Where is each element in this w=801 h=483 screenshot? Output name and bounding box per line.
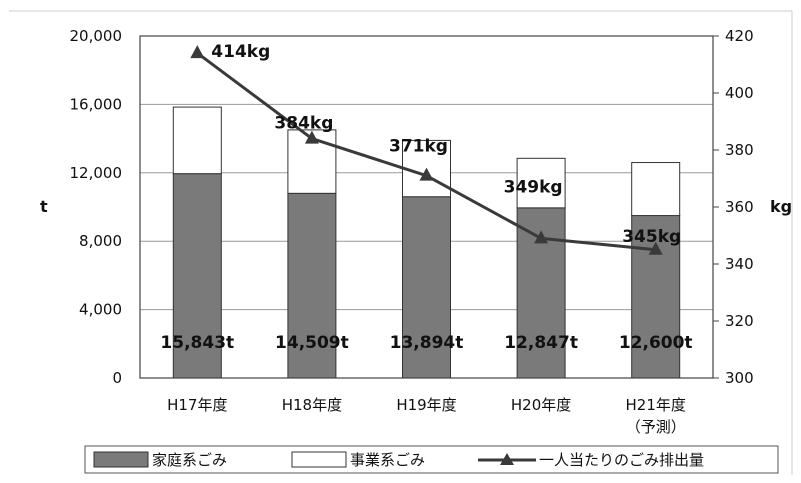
left-axis-ticks: 0 4,000 8,000 12,000 16,000 20,000 (70, 27, 123, 387)
per-capita-marker (419, 167, 434, 181)
category-label: H17年度 (167, 396, 227, 414)
category-label: H19年度 (396, 396, 456, 414)
right-tick-label: 400 (725, 84, 754, 102)
left-tick-label: 4,000 (79, 301, 122, 319)
bar-business (631, 162, 681, 217)
right-axis-label: kg (770, 197, 792, 216)
category-sublabel: （予測） (626, 418, 686, 436)
category-label: H21年度 (626, 396, 686, 414)
per-capita-value-label: 371kg (389, 137, 448, 157)
per-capita-line (190, 45, 663, 255)
per-capita-marker (190, 45, 205, 59)
per-capita-value-label: 384kg (274, 114, 333, 134)
per-capita-marker (534, 230, 549, 244)
bar-business (516, 157, 566, 209)
legend-label-per-capita: 一人当たりのごみ排出量 (539, 451, 704, 469)
legend-swatch-business (291, 451, 347, 468)
legend-swatch-household (93, 451, 149, 468)
total-label: 12,847t (504, 333, 578, 353)
legend-box (84, 445, 779, 474)
left-axis-label: t (40, 197, 48, 216)
left-tick-label: 16,000 (70, 95, 123, 113)
per-capita-value-label: 414kg (211, 42, 270, 62)
legend-label-business: 事業系ごみ (350, 451, 425, 469)
per-capita-marker (304, 130, 319, 144)
right-tick-label: 340 (725, 255, 754, 273)
bar-household (287, 192, 337, 379)
right-tick-label: 300 (725, 369, 754, 387)
legend-marker-triangle (500, 453, 514, 465)
left-tick-label: 20,000 (70, 27, 123, 45)
per-capita-value-label: 345kg (622, 227, 681, 247)
right-tick-label: 320 (725, 312, 754, 330)
total-label: 14,509t (275, 333, 349, 353)
per-capita-labels: 414kg 384kg 371kg 349kg 345kg (211, 42, 681, 247)
right-tick-label: 360 (725, 198, 754, 216)
bars (172, 106, 681, 379)
right-axis-ticks: 300 320 340 360 380 400 420 (713, 27, 754, 387)
total-labels: 15,843t 14,509t 13,894t 12,847t 12,600t (160, 333, 692, 353)
category-labels: H17年度 H18年度 H19年度 H20年度 H21年度 （予測） (167, 396, 686, 436)
bar-business (172, 106, 222, 175)
left-tick-label: 8,000 (79, 232, 122, 250)
right-tick-label: 420 (725, 27, 754, 45)
total-label: 13,894t (390, 333, 464, 353)
category-label: H18年度 (282, 396, 342, 414)
right-tick-label: 380 (725, 141, 754, 159)
left-tick-label: 0 (112, 369, 122, 387)
legend: 家庭系ごみ 事業系ごみ 一人当たりのごみ排出量 (84, 445, 779, 474)
left-tick-label: 12,000 (70, 164, 123, 182)
bar-household (402, 196, 451, 379)
per-capita-value-label: 349kg (504, 177, 563, 197)
total-label: 15,843t (160, 333, 234, 353)
legend-label-household: 家庭系ごみ (152, 451, 227, 469)
category-label: H20年度 (511, 396, 571, 414)
total-label: 12,600t (619, 333, 693, 353)
per-capita-marker (648, 241, 663, 255)
